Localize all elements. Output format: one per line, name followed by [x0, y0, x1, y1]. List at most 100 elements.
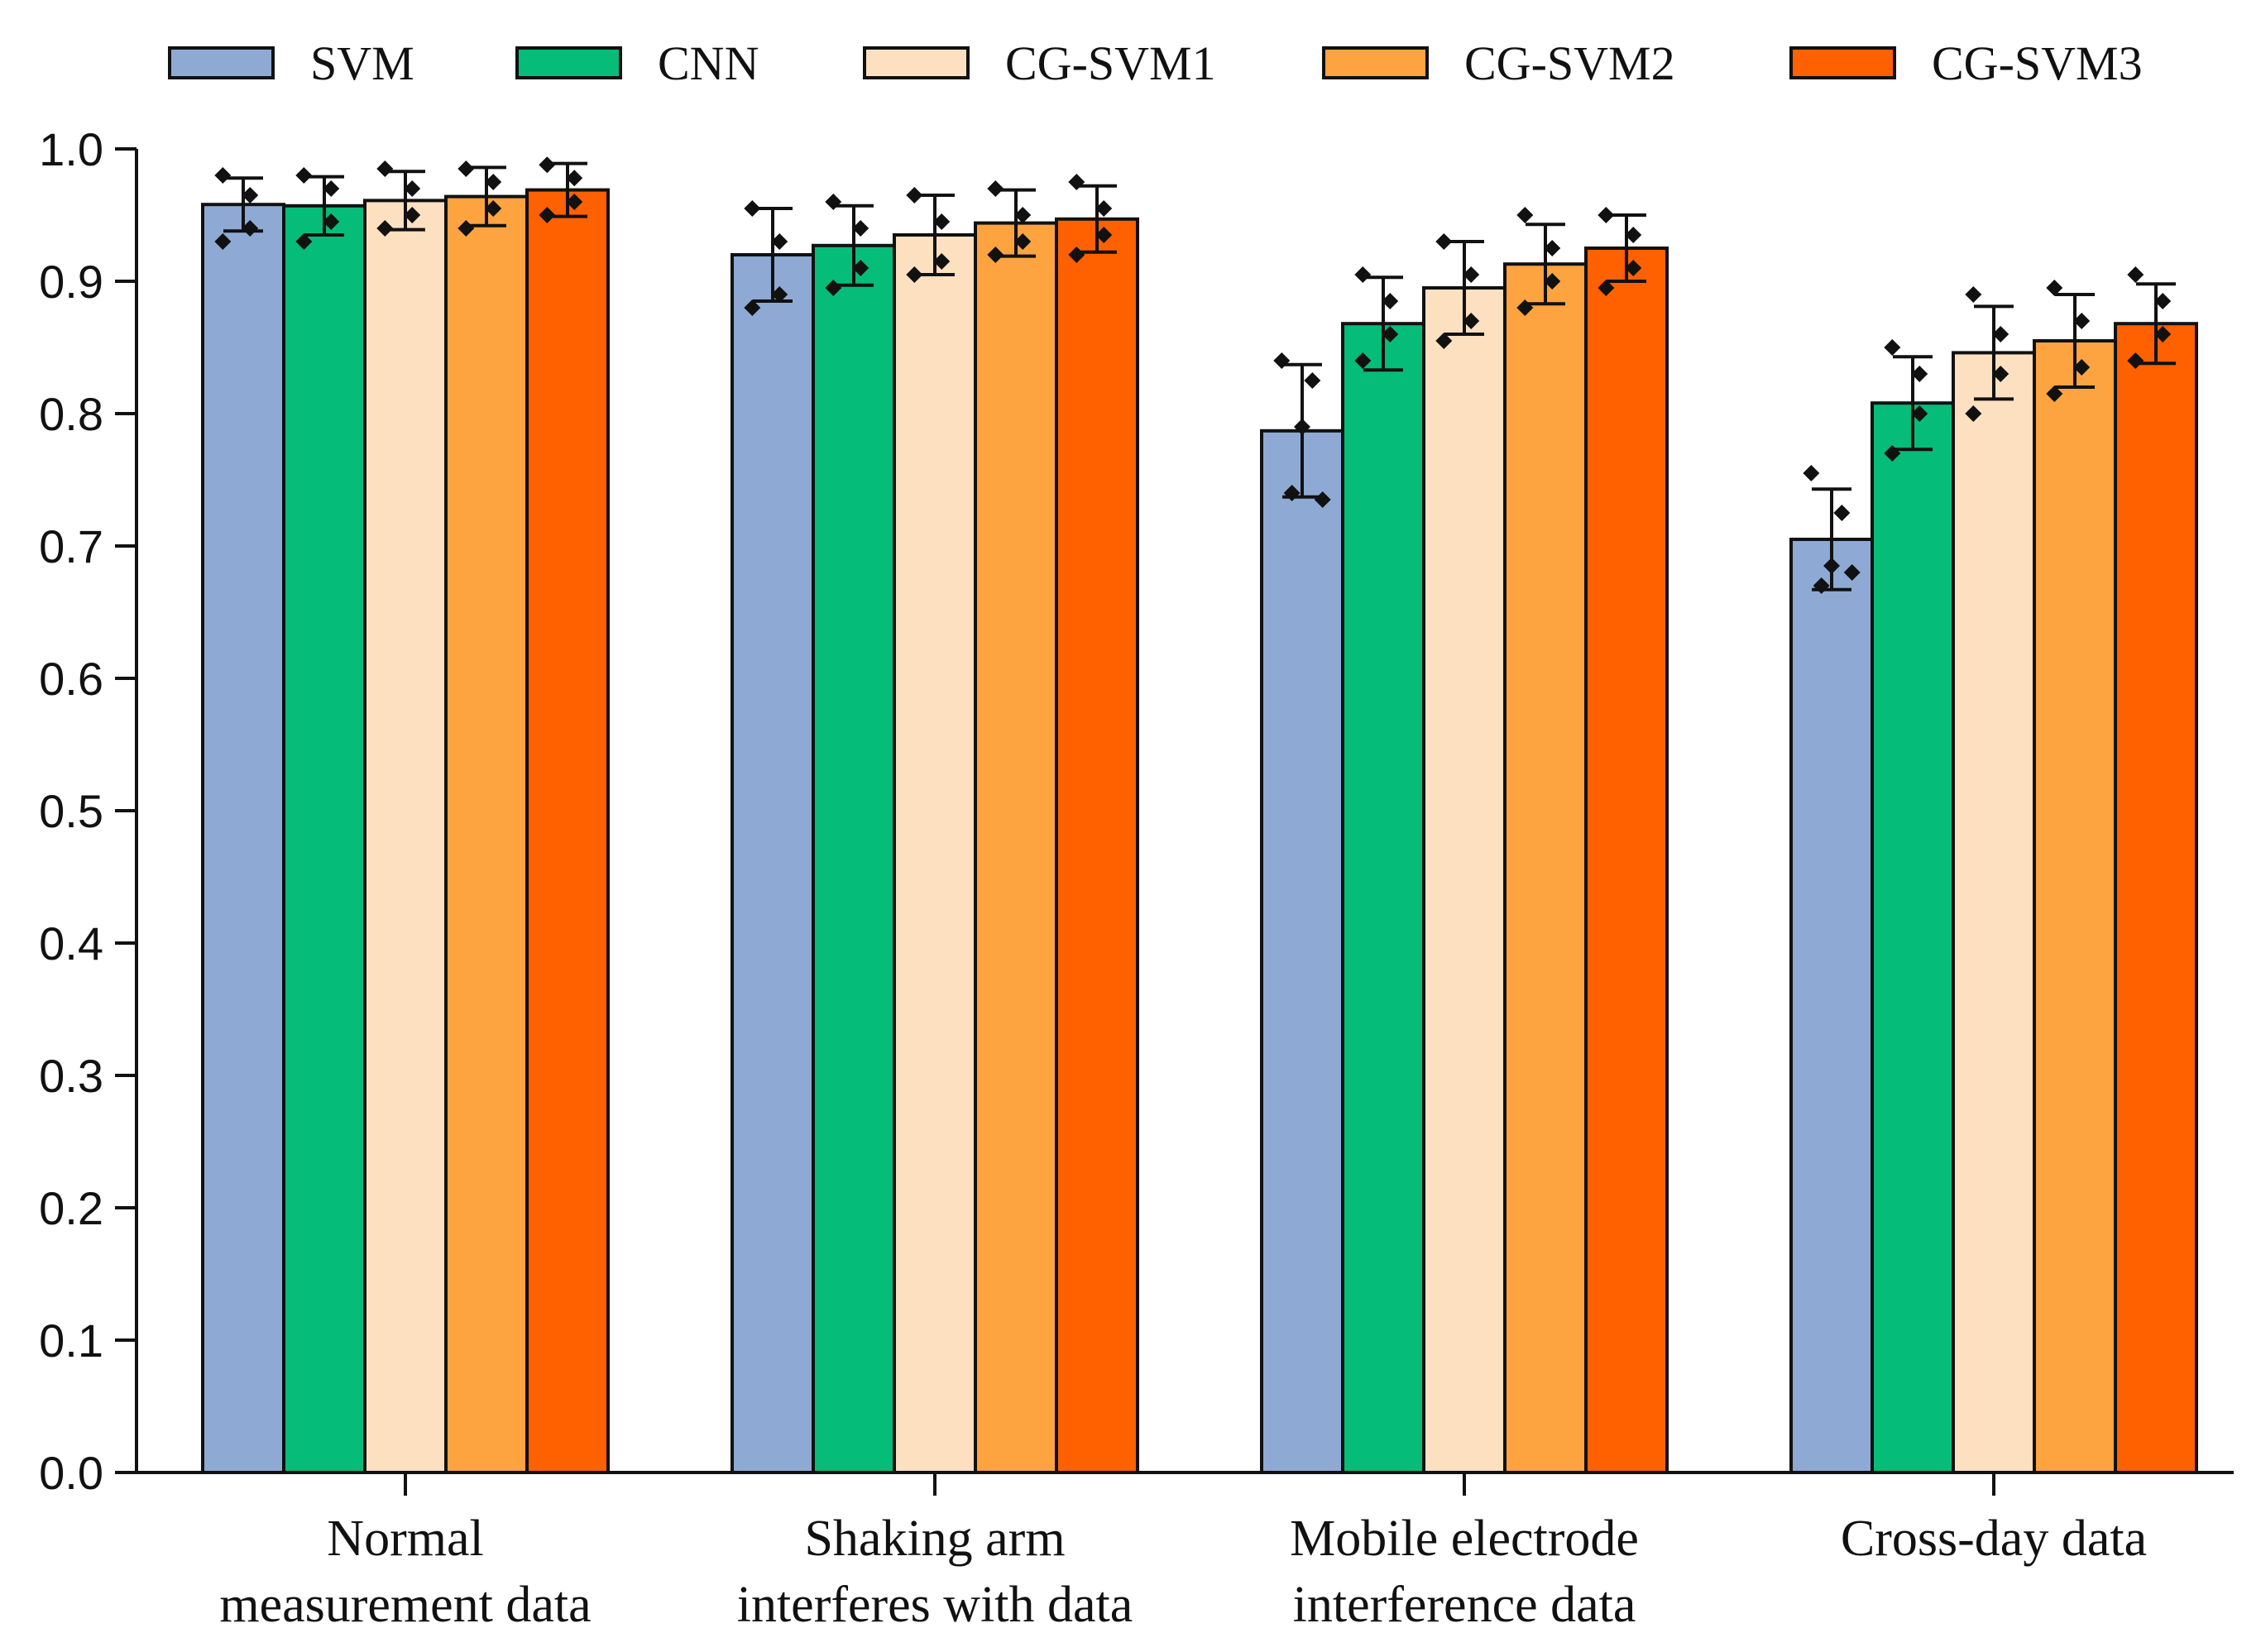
data-point-cg-svm3-3-0: [2127, 266, 2144, 283]
data-point-cg-svm1-0-0: [376, 160, 394, 177]
bar-cg-svm1-2: [1422, 286, 1507, 1474]
y-tick-label-0.7: 0.7: [39, 520, 103, 572]
bar-svm-2: [1260, 429, 1344, 1474]
error-bar-cg-svm1-3: [1974, 304, 2014, 401]
data-point-cg-svm3-0-1: [566, 170, 583, 187]
bar-cg-svm1-3: [1952, 351, 2036, 1474]
data-point-cnn-0-0: [295, 167, 313, 184]
data-point-svm-0-1: [242, 187, 259, 204]
bar-cnn-3: [1871, 401, 1955, 1475]
error-bar-cnn-2: [1363, 275, 1403, 372]
legend-label-cg-svm2: CG-SVM2: [1464, 36, 1675, 90]
data-point-cg-svm3-2-0: [1598, 207, 1615, 223]
data-point-cg-svm2-0-2: [485, 200, 502, 217]
legend-swatch-cg-svm2: [1322, 46, 1429, 79]
y-tick-label-0.9: 0.9: [39, 256, 103, 308]
data-point-cg-svm2-2-3: [1516, 299, 1534, 316]
data-point-cnn-1-3: [825, 280, 842, 296]
data-point-cg-svm3-0-2: [566, 194, 583, 210]
data-point-svm-2-1: [1304, 372, 1321, 389]
data-point-svm-2-2: [1294, 419, 1310, 435]
data-point-cg-svm2-2-2: [1544, 273, 1561, 290]
data-point-svm-0-3: [214, 233, 232, 250]
data-point-cg-svm2-3-1: [2073, 313, 2091, 329]
data-point-cnn-0-2: [323, 213, 340, 230]
y-tick-label-0.4: 0.4: [39, 917, 103, 970]
legend-swatch-cnn: [515, 46, 622, 79]
y-ticks: 0.0 0.1 0.2 0.3 0.4 0.5 0.6 0.7 0.8 0.9 1.0: [39, 123, 137, 1499]
data-point-cnn-0-3: [295, 233, 313, 250]
data-point-cnn-1-2: [852, 260, 869, 276]
bars: [201, 188, 2198, 1475]
data-point-cnn-0-1: [323, 180, 340, 197]
data-point-cg-svm1-3-0: [1965, 286, 1982, 303]
data-point-svm-3-1: [1833, 505, 1851, 521]
data-point-svm-0-0: [214, 167, 232, 184]
data-point-svm-3-4: [1843, 564, 1861, 581]
data-point-cg-svm2-1-0: [987, 180, 1004, 197]
y-tick-label-1.0: 1.0: [39, 123, 103, 175]
legend-swatch-cg-svm3: [1789, 46, 1896, 79]
x-tick-label-1: Shaking arm interferes with data: [737, 1511, 1133, 1633]
data-point-svm-3-3: [1813, 577, 1830, 594]
y-tick-label-0.0: 0.0: [39, 1447, 103, 1499]
bar-svm-3: [1789, 538, 1874, 1474]
data-point-cnn-2-0: [1354, 266, 1372, 283]
legend-swatch-svm: [168, 46, 275, 79]
bar-svm-1: [731, 253, 815, 1474]
y-tick-label-0.2: 0.2: [39, 1182, 103, 1234]
data-point-svm-2-3: [1283, 485, 1301, 501]
data-point-cnn-2-3: [1354, 352, 1372, 369]
data-point-cg-svm1-1-2: [933, 253, 951, 270]
data-point-cnn-3-3: [1884, 445, 1901, 462]
x-tick-label-line: Shaking arm: [804, 1511, 1065, 1567]
bar-cg-svm3-2: [1584, 247, 1669, 1474]
error-bar-cg-svm3-3: [2136, 282, 2176, 366]
x-tick-label-3: Cross-day data: [1841, 1511, 2147, 1567]
data-point-cnn-3-1: [1911, 366, 1928, 382]
data-point-cg-svm3-1-1: [1095, 200, 1113, 217]
data-point-cg-svm2-3-3: [2046, 385, 2063, 402]
x-tick-label-0: Normal measurement data: [219, 1511, 591, 1633]
y-tick-label-0.1: 0.1: [39, 1314, 103, 1367]
data-point-cg-svm1-2-0: [1435, 233, 1453, 250]
data-point-cg-svm1-0-3: [376, 220, 394, 237]
data-points: [214, 156, 2172, 594]
x-tick-label-line: Cross-day data: [1841, 1511, 2147, 1567]
x-tick-label-line: interferes with data: [737, 1577, 1133, 1633]
data-point-svm-0-2: [242, 220, 259, 237]
x-tick-label-2: Mobile electrode interference data: [1290, 1511, 1639, 1633]
data-point-cg-svm3-1-2: [1095, 227, 1113, 243]
error-bar-svm-0: [223, 176, 263, 233]
data-point-cg-svm1-2-1: [1463, 266, 1480, 283]
data-point-cg-svm2-0-0: [457, 160, 475, 177]
error-bar-cg-svm2-0: [467, 165, 506, 227]
bar-cg-svm2-0: [444, 194, 529, 1475]
y-tick-label-0.8: 0.8: [39, 388, 103, 440]
data-point-cg-svm1-3-2: [1992, 366, 2010, 382]
x-tick-label-line: Normal: [327, 1511, 483, 1567]
data-point-svm-1-1: [771, 233, 788, 250]
data-point-svm-3-2: [1823, 558, 1840, 574]
data-point-svm-2-4: [1314, 491, 1331, 508]
data-point-cg-svm3-3-1: [2154, 293, 2172, 309]
legend-label-svm: SVM: [310, 36, 414, 90]
bar-cg-svm1-0: [363, 199, 448, 1474]
y-tick-label-0.5: 0.5: [39, 785, 103, 837]
error-bar-cnn-0: [304, 175, 344, 237]
legend-label-cnn: CNN: [658, 36, 759, 90]
data-point-svm-3-0: [1803, 465, 1820, 481]
data-point-cg-svm2-3-2: [2073, 359, 2091, 376]
legend-label-cg-svm3: CG-SVM3: [1932, 36, 2143, 90]
x-tick-label-line: Mobile electrode: [1290, 1511, 1639, 1567]
error-bar-cnn-3: [1893, 355, 1933, 452]
data-point-cnn-3-2: [1911, 405, 1928, 422]
error-bar-cg-svm1-0: [386, 170, 425, 232]
bar-cg-svm2-2: [1503, 262, 1588, 1475]
error-bar-cg-svm2-2: [1526, 223, 1565, 306]
bar-cg-svm1-1: [893, 233, 977, 1474]
data-point-cg-svm2-1-1: [1014, 207, 1032, 223]
data-point-cnn-2-2: [1382, 326, 1399, 342]
data-point-cg-svm3-1-0: [1068, 174, 1085, 190]
bar-cg-svm2-3: [2033, 339, 2117, 1474]
